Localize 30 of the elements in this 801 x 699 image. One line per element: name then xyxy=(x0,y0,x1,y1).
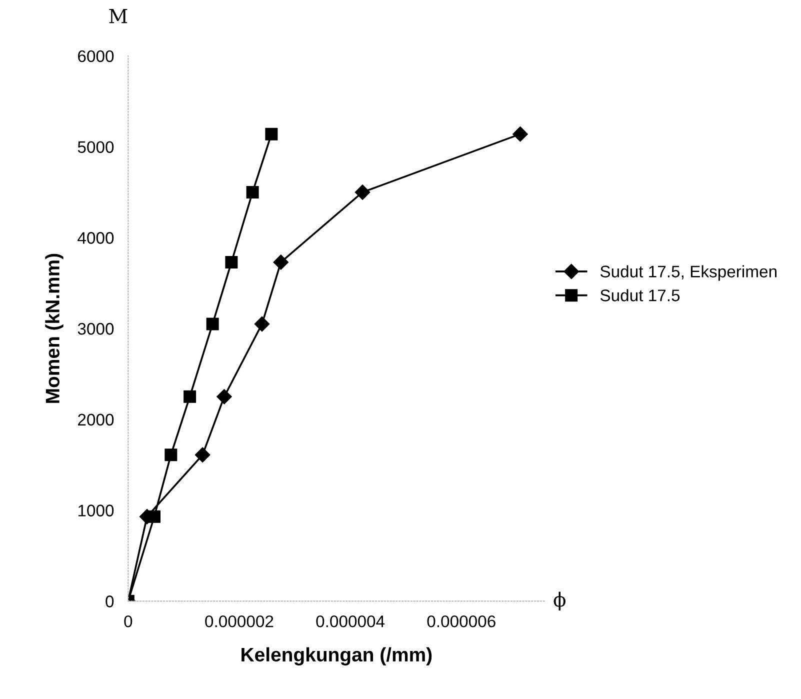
point xyxy=(254,316,270,332)
y-tick-label: 3000 xyxy=(78,322,114,335)
y-tick-label: 0 xyxy=(106,596,114,608)
x-tick-label: 0.000002 xyxy=(205,615,274,628)
legend-label: Sudut 17.5 xyxy=(600,289,680,302)
point xyxy=(273,254,288,270)
x-axis-title: Kelengkungan (/mm) xyxy=(242,647,432,666)
point xyxy=(206,318,219,330)
x-tick-label: 0.000006 xyxy=(427,615,496,628)
point xyxy=(225,256,238,268)
point xyxy=(265,128,278,140)
point xyxy=(148,510,161,523)
y-tick-label: 4000 xyxy=(78,232,114,244)
y-tick-label: 6000 xyxy=(78,50,114,62)
point xyxy=(195,447,210,462)
legend-label: Sudut 17.5, Eksperimen xyxy=(600,265,776,281)
y-axis-title: Momen (kN.mm) xyxy=(45,254,64,403)
y-tick-label: 2000 xyxy=(78,414,114,426)
point xyxy=(354,184,370,200)
point xyxy=(216,389,232,404)
point xyxy=(164,448,178,462)
x-tick-label: 0 xyxy=(124,615,132,628)
y-tick-label: 5000 xyxy=(78,141,114,153)
point xyxy=(184,390,196,403)
text: ϕ xyxy=(554,592,566,611)
point xyxy=(246,186,259,198)
text: M xyxy=(109,8,128,24)
y-tick-label: 1000 xyxy=(78,504,114,516)
x-tick-label: 0.000004 xyxy=(316,615,385,628)
point xyxy=(512,126,528,142)
